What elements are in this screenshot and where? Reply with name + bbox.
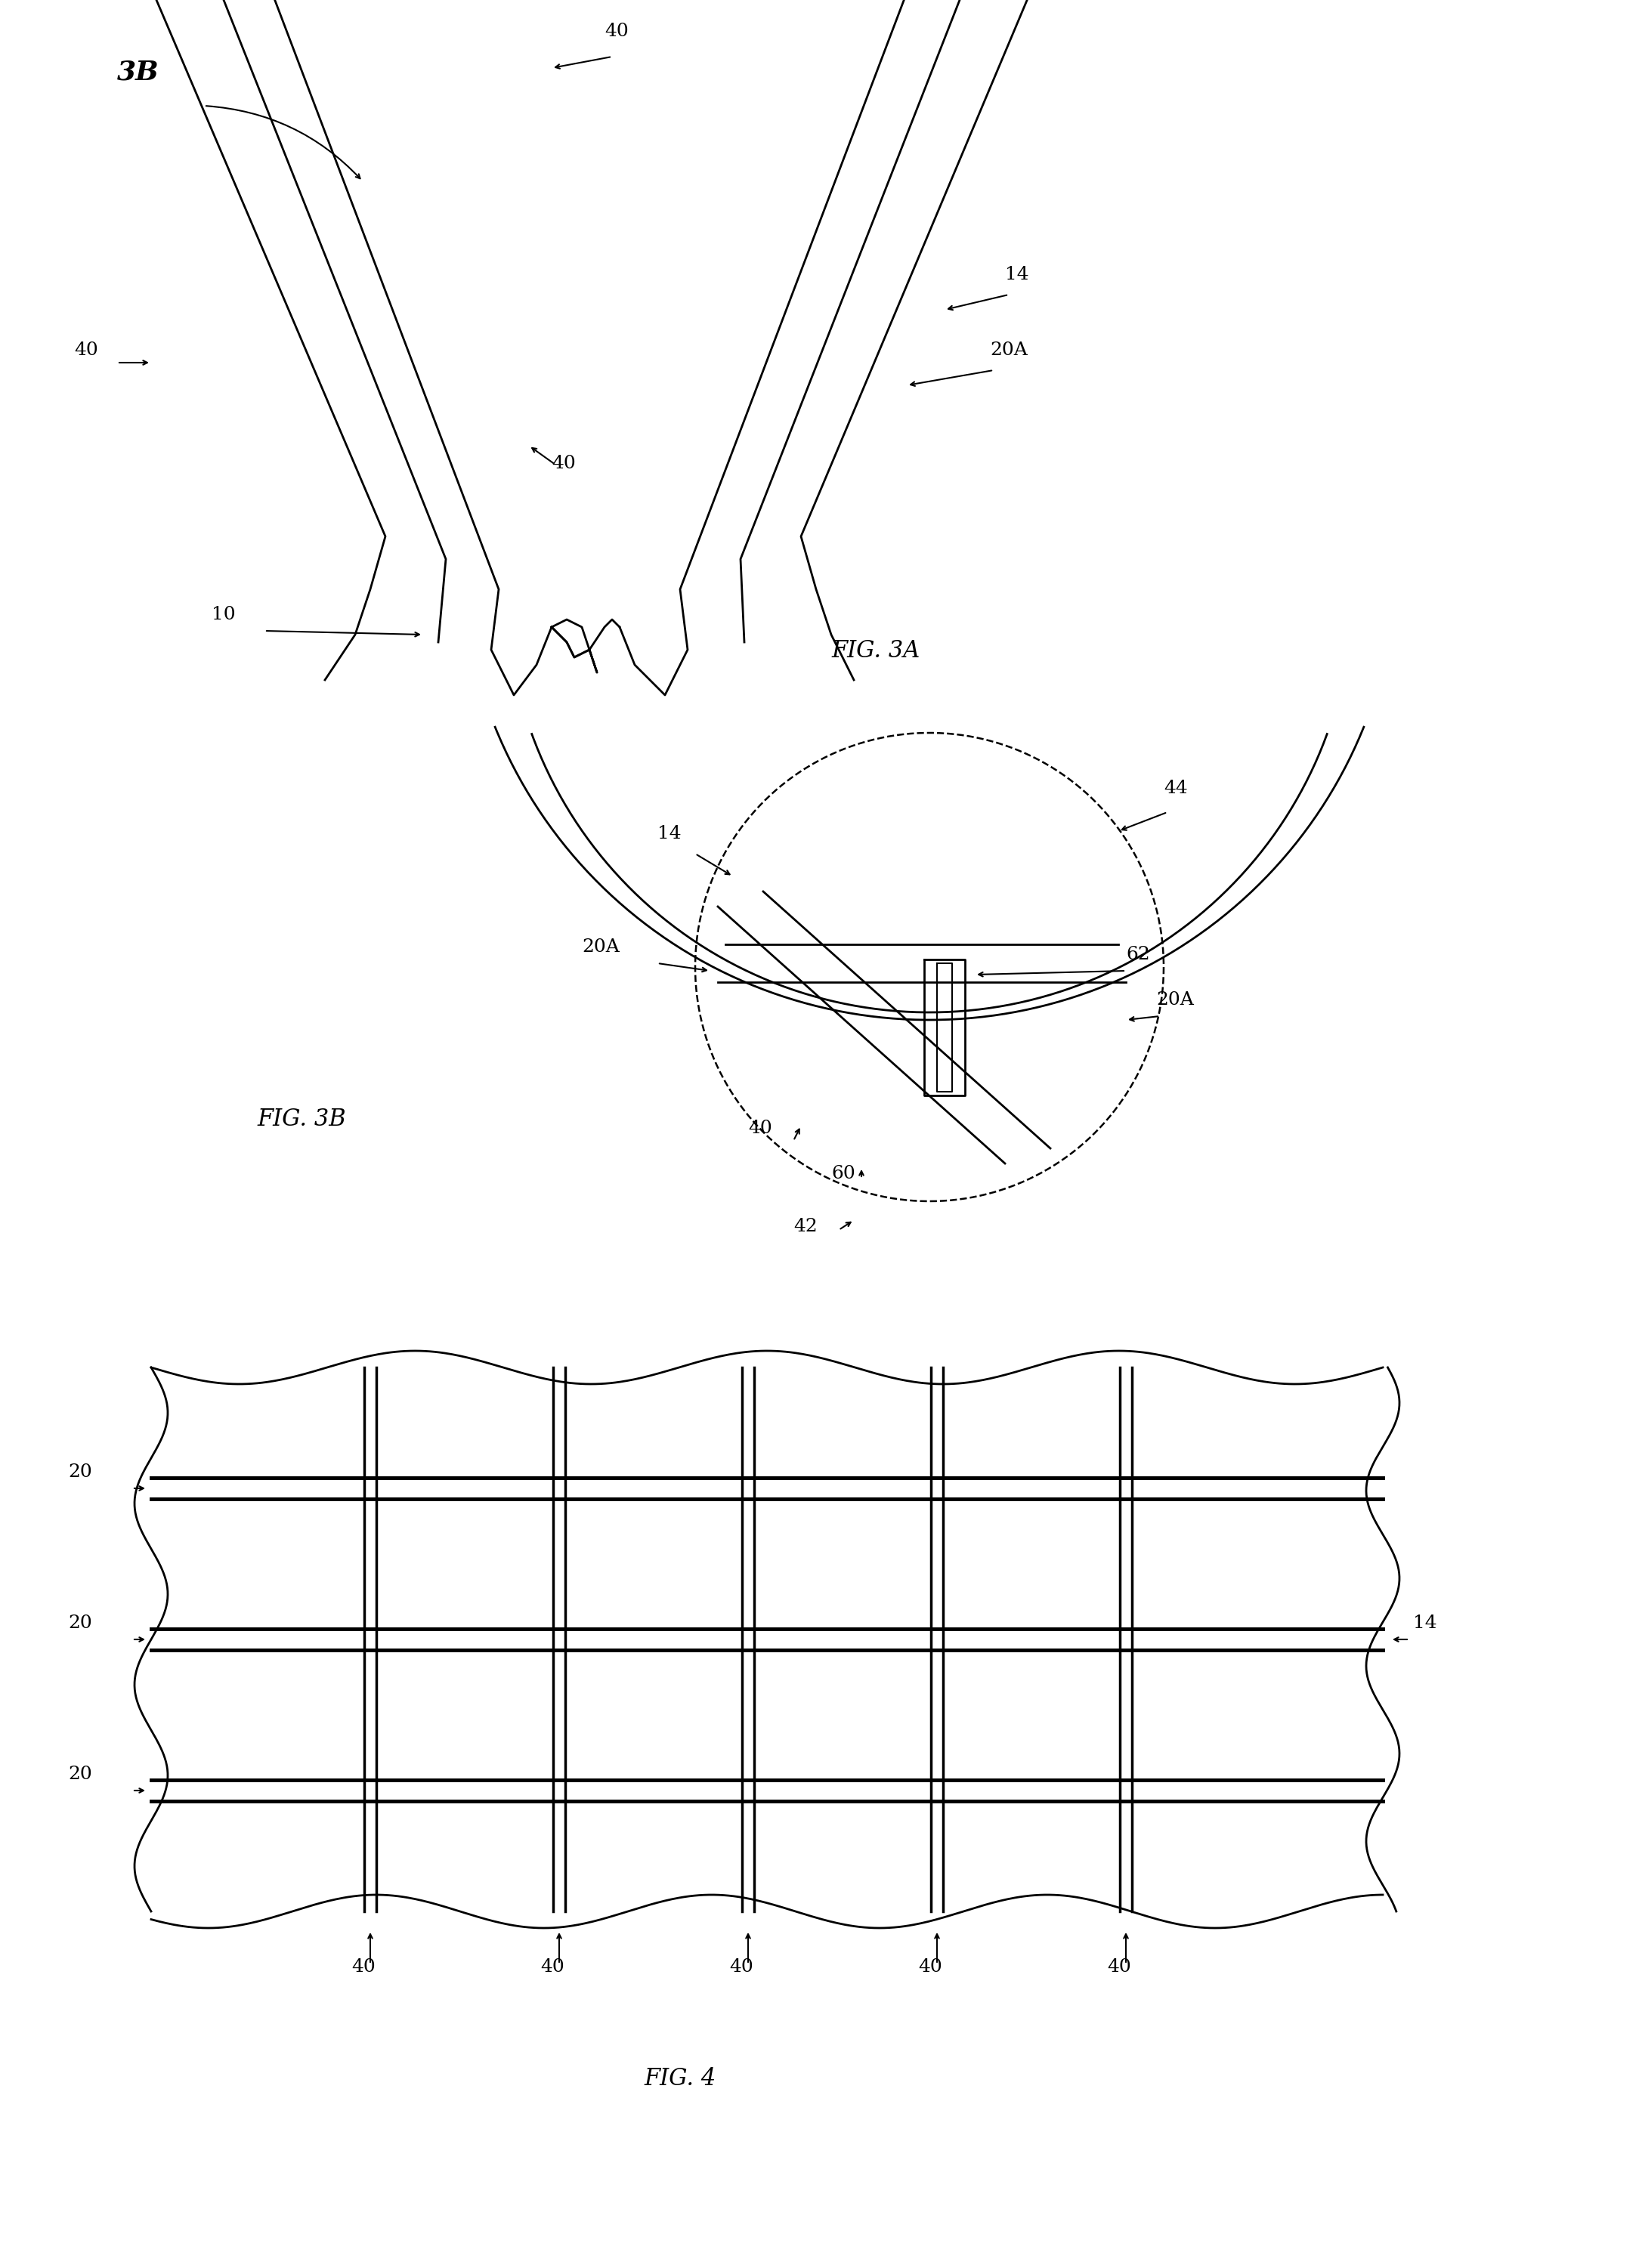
Text: 14: 14 — [657, 826, 681, 841]
Text: 40: 40 — [351, 1957, 376, 1975]
Text: FIG. 3A: FIG. 3A — [831, 640, 920, 662]
Text: FIG. 3B: FIG. 3B — [256, 1107, 346, 1132]
Text: 60: 60 — [831, 1166, 855, 1182]
Text: 20: 20 — [67, 1765, 92, 1783]
Text: 14: 14 — [1005, 265, 1030, 284]
Text: 40: 40 — [749, 1120, 772, 1136]
Text: FIG. 4: FIG. 4 — [644, 2066, 716, 2091]
Text: 62: 62 — [1126, 946, 1149, 964]
Text: 20A: 20A — [990, 342, 1028, 358]
Text: 42: 42 — [793, 1218, 818, 1236]
Text: 40: 40 — [604, 23, 629, 41]
Text: 40: 40 — [729, 1957, 754, 1975]
Text: 20: 20 — [67, 1615, 92, 1633]
Text: 40: 40 — [552, 456, 576, 472]
Text: 3B: 3B — [117, 59, 159, 84]
Text: 20A: 20A — [581, 939, 619, 955]
Text: 14: 14 — [1414, 1615, 1437, 1633]
Text: 40: 40 — [74, 342, 99, 358]
Text: 40: 40 — [540, 1957, 565, 1975]
Text: 20A: 20A — [1156, 991, 1194, 1009]
Text: 40: 40 — [918, 1957, 943, 1975]
Text: 20: 20 — [67, 1463, 92, 1481]
Text: 44: 44 — [1164, 780, 1187, 796]
Text: 40: 40 — [1107, 1957, 1131, 1975]
Text: 10: 10 — [212, 606, 235, 624]
